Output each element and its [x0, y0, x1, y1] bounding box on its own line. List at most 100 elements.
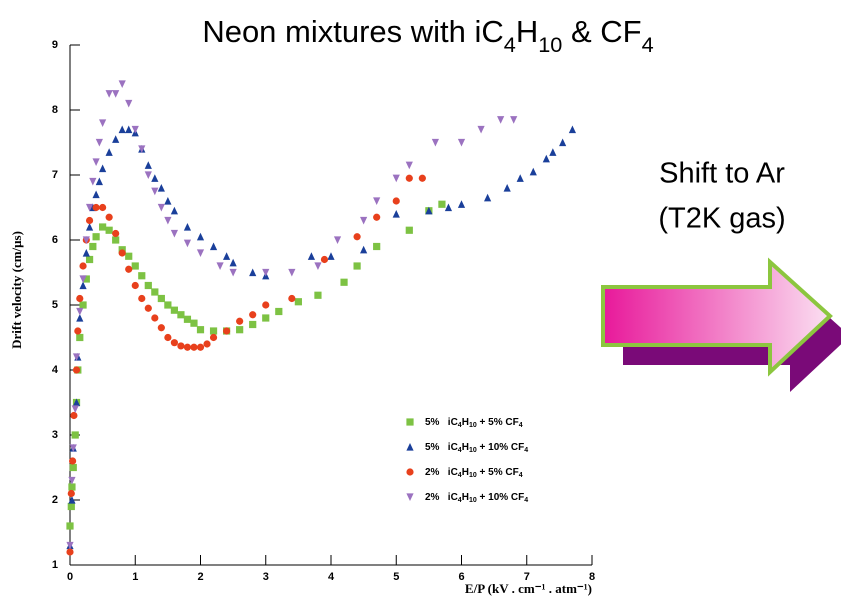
point — [125, 265, 133, 273]
point — [69, 463, 77, 472]
point — [392, 197, 400, 205]
point — [549, 148, 557, 156]
point — [76, 333, 84, 342]
point — [66, 541, 74, 550]
point — [314, 262, 322, 270]
point — [170, 339, 178, 347]
point — [82, 236, 90, 244]
point — [76, 294, 84, 303]
point — [183, 239, 192, 248]
point — [92, 233, 100, 241]
point — [497, 116, 505, 124]
point — [131, 281, 139, 290]
point — [112, 236, 120, 244]
side-text: (T2K gas) — [658, 203, 785, 235]
point — [66, 522, 74, 530]
point — [112, 90, 120, 98]
y-tick-label: 7 — [52, 169, 58, 181]
x-tick-label: 0 — [67, 571, 73, 583]
point — [67, 502, 75, 511]
point — [85, 255, 94, 264]
arrow — [601, 257, 833, 377]
point — [559, 138, 567, 147]
point — [320, 255, 329, 264]
point — [118, 125, 126, 134]
point — [99, 203, 107, 212]
point — [112, 229, 120, 238]
legend-label: 5% iC4H10 + 10% CF4 — [425, 442, 528, 455]
point — [405, 161, 413, 170]
point — [164, 301, 172, 309]
point — [457, 200, 466, 208]
y-tick-label: 3 — [52, 429, 58, 441]
point — [425, 206, 433, 215]
point — [144, 171, 152, 179]
point — [74, 327, 82, 335]
point — [236, 326, 244, 334]
point — [138, 145, 146, 153]
point — [392, 210, 400, 218]
point — [373, 197, 381, 205]
point — [79, 275, 87, 283]
point — [190, 319, 198, 327]
point — [105, 213, 113, 221]
point — [157, 184, 165, 192]
point — [99, 164, 107, 173]
point — [373, 242, 381, 251]
x-tick-label: 1 — [132, 571, 138, 583]
point — [82, 275, 90, 283]
point — [131, 125, 139, 134]
point — [131, 262, 139, 270]
point — [164, 333, 172, 342]
point — [236, 317, 244, 325]
point — [438, 200, 446, 208]
point — [92, 158, 100, 166]
point — [99, 119, 107, 127]
point — [85, 203, 94, 212]
point — [72, 366, 81, 374]
x-tick-label: 5 — [393, 571, 399, 583]
point — [71, 431, 79, 439]
point — [99, 223, 107, 231]
point — [431, 138, 439, 147]
point — [262, 268, 270, 277]
point — [76, 314, 84, 322]
point — [229, 268, 237, 277]
point — [138, 294, 146, 303]
y-tick-label: 6 — [52, 234, 58, 246]
point — [405, 174, 413, 182]
point — [209, 327, 218, 335]
point — [118, 249, 126, 257]
point — [92, 190, 100, 199]
point — [151, 314, 159, 322]
point — [68, 476, 76, 485]
y-axis-label: Drift velocity (cm/μs) — [9, 231, 24, 349]
point — [112, 135, 120, 143]
legend-marker — [406, 493, 414, 501]
point — [392, 174, 400, 183]
legend-marker — [406, 443, 414, 451]
point — [69, 457, 77, 465]
point — [196, 326, 205, 334]
point — [209, 333, 218, 342]
point — [288, 268, 296, 277]
point — [82, 249, 90, 257]
point — [444, 203, 453, 212]
legend-marker — [406, 468, 414, 476]
point — [85, 223, 94, 231]
point — [105, 90, 113, 98]
point — [190, 343, 198, 351]
point — [95, 138, 103, 147]
point — [157, 324, 165, 332]
x-tick-label: 6 — [458, 571, 464, 583]
point — [542, 154, 550, 163]
side-text: Shift to Ar — [659, 158, 785, 190]
x-tick-label: 7 — [524, 571, 530, 583]
point — [223, 327, 231, 335]
point — [144, 161, 152, 169]
point — [510, 116, 518, 124]
point — [457, 138, 466, 147]
point — [405, 226, 413, 234]
point — [69, 444, 77, 452]
point — [327, 252, 335, 260]
